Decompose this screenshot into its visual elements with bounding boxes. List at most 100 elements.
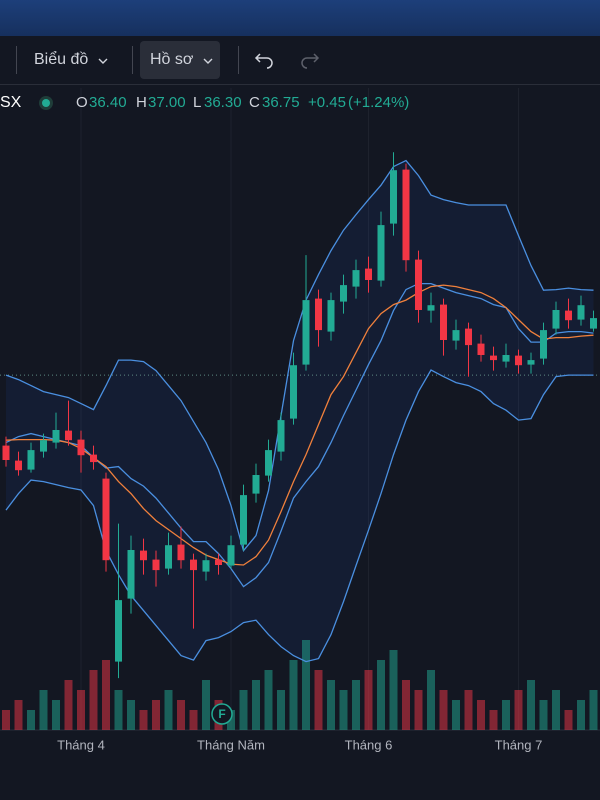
volume-bar xyxy=(389,650,398,730)
volume-bar xyxy=(189,710,198,730)
volume-bar xyxy=(27,710,35,730)
candle-body xyxy=(127,550,135,599)
x-tick-label: Tháng 4 xyxy=(57,737,105,752)
candle-body xyxy=(327,300,335,332)
volume-bar xyxy=(64,680,73,730)
volume-bar xyxy=(239,690,248,730)
volume-bar xyxy=(477,700,485,730)
candle-body xyxy=(527,360,535,365)
candle-body xyxy=(2,445,10,460)
volume-bar xyxy=(514,690,523,730)
candle-body xyxy=(552,310,560,329)
x-tick-label: Tháng 7 xyxy=(495,737,543,752)
candle-body xyxy=(515,355,522,366)
volume-bar xyxy=(539,700,548,730)
status-dot xyxy=(39,96,53,110)
candle-body xyxy=(227,545,235,566)
volume-bar xyxy=(552,690,560,730)
candle-body xyxy=(540,330,547,359)
volume-bar xyxy=(414,690,423,730)
candle-body xyxy=(265,450,272,476)
volume-bar xyxy=(589,690,598,730)
volume-bar xyxy=(502,700,510,730)
separator xyxy=(238,46,239,74)
volume-bar xyxy=(77,690,85,730)
candle-body xyxy=(52,430,60,443)
high-value: 37.00 xyxy=(148,94,186,111)
volume-bar xyxy=(152,700,160,730)
candle-body xyxy=(215,559,222,565)
volume-bar xyxy=(14,700,23,730)
band-fill xyxy=(6,160,594,662)
candle-body xyxy=(202,560,210,572)
volume-bar xyxy=(527,680,535,730)
candle-body xyxy=(477,343,485,355)
event-marker-label: F xyxy=(218,707,225,721)
close-value: 36.75 xyxy=(262,94,300,111)
volume-bar xyxy=(464,690,473,730)
candle-body xyxy=(402,169,410,261)
x-tick-label: Tháng Năm xyxy=(197,737,265,752)
candle-body xyxy=(102,478,110,561)
profile-menu-label: Hồ sơ xyxy=(150,51,194,68)
redo-button[interactable] xyxy=(298,50,320,70)
candle-body xyxy=(115,600,122,662)
candle-body xyxy=(427,305,435,311)
chart-menu[interactable]: Biểu đồ xyxy=(24,41,115,79)
volume-bar xyxy=(227,710,235,730)
low-label: L xyxy=(193,94,202,111)
volume-bar xyxy=(577,700,585,730)
indicator-line xyxy=(5,159,594,552)
undo-button[interactable] xyxy=(254,50,276,70)
volume-bar xyxy=(52,700,60,730)
volume-bar xyxy=(2,710,10,730)
candle-body xyxy=(152,559,160,571)
volume-bar xyxy=(452,700,460,730)
volume-bar xyxy=(302,640,310,730)
candle-body xyxy=(452,330,460,341)
volume-bar xyxy=(252,680,260,730)
toolbar: Biểu đồ Hồ sơ xyxy=(0,36,600,85)
candle-body xyxy=(177,544,185,561)
candle-body xyxy=(302,300,310,365)
indicator-line xyxy=(5,284,594,566)
candle-body xyxy=(65,430,72,441)
candle-body xyxy=(565,310,572,321)
symbol: SX xyxy=(0,94,22,111)
candle-body xyxy=(140,550,147,561)
volume-bar xyxy=(427,670,435,730)
chart-menu-label: Biểu đồ xyxy=(34,51,89,68)
candle-body xyxy=(27,450,35,470)
candle-body xyxy=(390,170,397,224)
volume-bar xyxy=(277,690,285,730)
event-marker xyxy=(211,703,233,725)
candle-body xyxy=(77,439,85,456)
volume-bar xyxy=(439,690,448,730)
candle-body xyxy=(502,355,510,362)
candle-body xyxy=(352,270,360,287)
chevron xyxy=(203,58,213,64)
volume-bar xyxy=(314,670,323,730)
candle-body xyxy=(290,365,297,419)
candle-body xyxy=(15,460,22,471)
candle-body xyxy=(190,559,197,571)
candle-body xyxy=(315,298,322,331)
low-value: 36.30 xyxy=(204,94,242,111)
close-label: C xyxy=(249,94,260,111)
volume-bar xyxy=(39,690,48,730)
candle-body xyxy=(415,259,422,310)
profile-menu[interactable]: Hồ sơ xyxy=(140,41,220,79)
volume-bar xyxy=(177,700,185,730)
candle-body xyxy=(277,420,285,452)
window-header xyxy=(0,0,600,36)
candle-body xyxy=(377,225,385,281)
volume-bar xyxy=(364,670,373,730)
volume-bar xyxy=(564,710,573,730)
candle-body xyxy=(490,355,497,361)
candle-body xyxy=(40,440,47,452)
volume-bar xyxy=(377,660,385,730)
volume-bar xyxy=(339,690,348,730)
volume-bar xyxy=(327,680,335,730)
